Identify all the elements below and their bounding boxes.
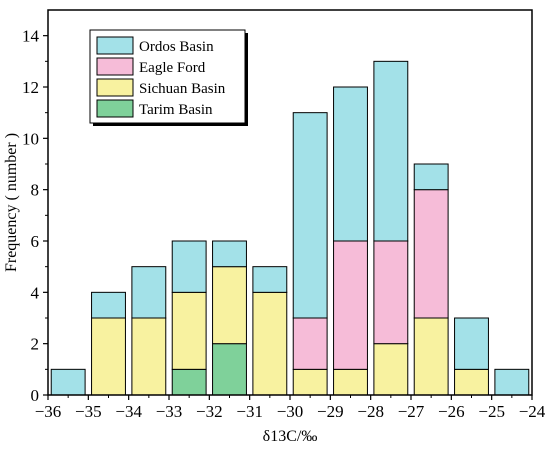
bar-sichuan-basin-10 [454,368,489,396]
bar-sichuan-basin-3 [171,291,207,370]
bar-sichuan-basin-7 [333,368,368,396]
legend-swatch [96,78,134,97]
bar-ordos-basin-3 [171,240,207,293]
x-tick-label: −34 [115,402,142,421]
bar-sichuan-basin-9 [413,317,449,396]
x-tick-label: −27 [398,402,425,421]
x-tick-label: −33 [156,402,183,421]
bar-ordos-basin-9 [413,163,449,191]
x-tick-label: −28 [357,402,384,421]
legend-swatch [96,57,134,76]
x-tick-label: −31 [236,402,263,421]
legend: Ordos Basin Eagle Ford Sichuan Basin Tarim … [89,29,248,126]
bar-ordos-basin-8 [373,60,409,242]
bar-ordos-basin-10 [454,317,489,370]
x-tick-label: −29 [317,402,344,421]
bar-ordos-basin-6 [292,112,328,319]
legend-label: Ordos Basin [139,39,214,55]
bar-tarim-basin-4 [212,343,247,396]
bar-tarim-basin-3 [171,368,207,396]
y-tick-label: 0 [31,386,40,405]
x-tick-label: −24 [519,402,546,421]
bar-ordos-basin-1 [91,291,126,319]
legend-swatch [96,36,134,55]
bar-eagle-ford-8 [373,240,409,345]
bar-ordos-basin-2 [131,266,167,319]
legend-label: Sichuan Basin [139,81,226,97]
legend-swatch [96,99,134,118]
y-tick-label: 10 [22,129,39,148]
bar-sichuan-basin-4 [212,266,247,345]
bar-ordos-basin-7 [333,86,368,242]
bar-eagle-ford-6 [292,317,328,370]
bars-layer [50,60,530,396]
y-tick-label: 2 [31,335,40,354]
legend-label: Eagle Ford [139,60,206,76]
y-tick-label: 6 [31,232,40,251]
y-tick-label: 14 [22,27,40,46]
bar-sichuan-basin-1 [91,317,126,396]
y-tick-label: 8 [31,181,40,200]
bar-ordos-basin-11 [494,368,530,396]
x-tick-label: −25 [478,402,505,421]
bar-ordos-basin-5 [252,266,288,293]
axis-ticks: −36 −35 −34 −33 −32 −31 −30 −29 −28 −27 −26 −25 −24 0… [22,27,546,421]
bar-ordos-basin-0 [50,368,86,396]
bar-ordos-basin-4 [212,240,247,268]
x-tick-label: −30 [277,402,304,421]
x-tick-label: −32 [196,402,223,421]
x-tick-label: −35 [75,402,102,421]
x-tick-label: −36 [35,402,62,421]
bar-eagle-ford-7 [333,240,368,370]
bar-sichuan-basin-8 [373,343,409,396]
y-axis-title: Frequency ( number ) [3,133,20,272]
bar-sichuan-basin-2 [131,317,167,396]
x-tick-label: −26 [438,402,465,421]
bar-sichuan-basin-6 [292,368,328,396]
bar-sichuan-basin-5 [252,291,288,396]
x-axis-title: δ13C/‰ [263,428,318,445]
y-tick-label: 4 [31,283,40,302]
y-tick-label: 12 [22,78,39,97]
bar-eagle-ford-9 [413,189,449,319]
legend-label: Tarim Basin [139,102,213,118]
